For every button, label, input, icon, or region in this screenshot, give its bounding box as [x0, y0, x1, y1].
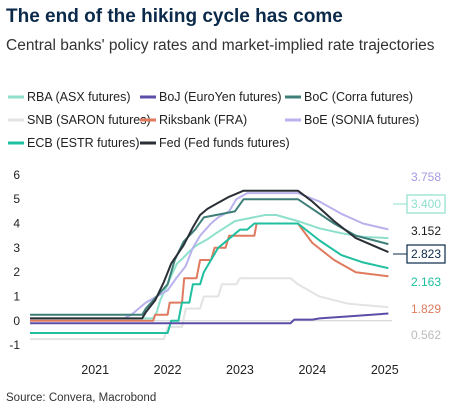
series-line: [30, 312, 389, 325]
end-label: 3.400: [411, 197, 441, 211]
source-note: Source: Convera, Macrobond: [6, 392, 157, 404]
x-tick-label: 2023: [226, 363, 254, 377]
y-tick-label: 5: [13, 192, 20, 206]
end-label: 0.562: [411, 328, 441, 342]
series-line: [30, 192, 389, 320]
end-label: 3.758: [411, 170, 441, 184]
end-label: 1.829: [411, 302, 441, 316]
y-tick-label: 1: [13, 289, 20, 303]
end-label: 2.823: [411, 247, 441, 261]
x-tick-label: 2022: [154, 363, 182, 377]
chart-title: The end of the hiking cycle has come: [6, 6, 343, 27]
chart-subtitle: Central banks' policy rates and market-i…: [6, 37, 435, 54]
series-line: [30, 277, 389, 341]
legend-label: BoJ (EuroYen futures): [159, 90, 282, 104]
series-line: [30, 222, 389, 322]
series-lines: [30, 189, 389, 341]
end-label: 3.152: [411, 224, 441, 238]
y-tick-label: 0: [13, 314, 20, 328]
series-line: [30, 198, 389, 316]
legend-label: BoC (Corra futures): [304, 90, 413, 104]
legend: RBA (ASX futures) BoJ (EuroYen futures) Bo…: [8, 90, 419, 150]
legend-label: Riksbank (FRA): [159, 113, 247, 127]
x-tick-label: 2021: [81, 363, 109, 377]
y-tick-label: 4: [13, 217, 20, 231]
legend-label: BoE (SONIA futures): [304, 113, 419, 127]
legend-label: SNB (SARON futures): [27, 113, 151, 127]
end-label: 2.163: [411, 275, 441, 289]
y-tick-label: 6: [13, 168, 20, 182]
series-line: [30, 189, 389, 320]
series-line: [30, 222, 389, 334]
end-labels: 3.758 3.400 3.152 2.823 2.163 1.829 0.562: [393, 170, 446, 342]
x-tick-label: 2025: [371, 363, 399, 377]
y-tick-label: 3: [13, 241, 20, 255]
x-tick-label: 2024: [298, 363, 326, 377]
chart-canvas: RBA (ASX futures) BoJ (EuroYen futures) Bo…: [8, 90, 446, 377]
legend-label: RBA (ASX futures): [27, 90, 131, 104]
series-line: [30, 214, 389, 320]
y-tick-label: -1: [9, 338, 20, 352]
legend-label: Fed (Fed funds futures): [159, 136, 290, 150]
legend-label: ECB (ESTR futures): [27, 136, 140, 150]
axes: -1 0 1 2 3 4 5 6 2021 2022 2023 2024 2025: [9, 168, 398, 377]
y-tick-label: 2: [13, 265, 20, 279]
